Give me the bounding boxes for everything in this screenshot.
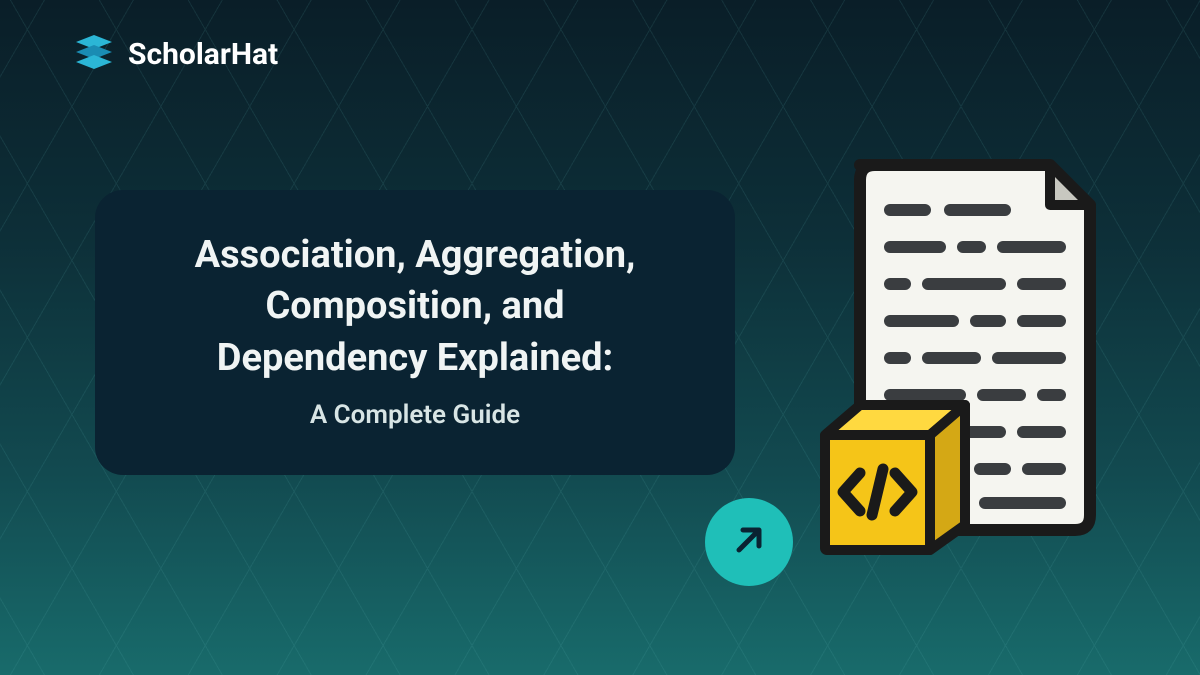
code-document-illustration bbox=[805, 155, 1115, 575]
title-subtitle: A Complete Guide bbox=[130, 400, 700, 430]
arrow-badge bbox=[705, 498, 793, 586]
title-main: Association, Aggregation, Composition, a… bbox=[130, 230, 700, 384]
arrow-up-right-icon bbox=[729, 520, 769, 564]
title-card: Association, Aggregation, Composition, a… bbox=[95, 190, 735, 475]
title-line-3: Dependency Explained: bbox=[130, 333, 700, 384]
code-box-icon bbox=[825, 405, 965, 550]
title-line-2: Composition, and bbox=[130, 281, 700, 332]
brand-name: ScholarHat bbox=[128, 37, 278, 72]
title-line-1: Association, Aggregation, bbox=[130, 230, 700, 281]
brand-header: ScholarHat bbox=[72, 30, 278, 78]
brand-logo-icon bbox=[72, 30, 116, 78]
